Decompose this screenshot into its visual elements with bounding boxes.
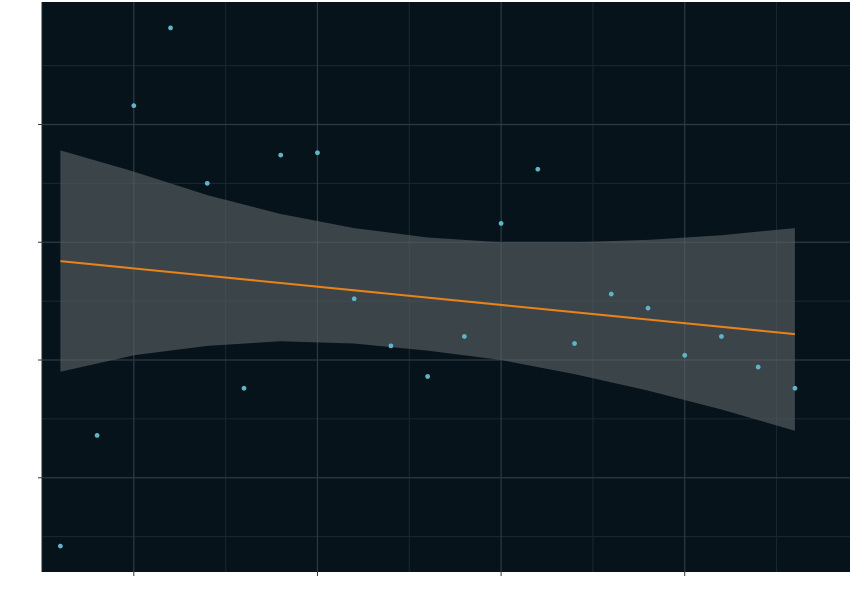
- data-point: [645, 305, 651, 311]
- data-point: [94, 432, 100, 438]
- data-point: [204, 180, 210, 186]
- data-point: [131, 103, 137, 109]
- axis-ticks: [38, 123, 686, 576]
- data-point: [168, 25, 173, 31]
- data-point: [719, 334, 724, 339]
- data-point: [315, 150, 320, 156]
- confidence-band: [60, 150, 795, 431]
- data-point: [57, 543, 63, 549]
- data-point: [388, 343, 394, 349]
- data-point: [498, 221, 504, 226]
- data-point: [241, 385, 247, 391]
- data-point: [572, 341, 577, 346]
- data-point: [682, 352, 688, 358]
- data-point: [351, 296, 357, 302]
- data-point: [461, 334, 467, 339]
- data-point: [792, 385, 798, 391]
- data-point: [755, 364, 761, 370]
- data-point: [278, 152, 284, 158]
- trend-line: [60, 260, 796, 336]
- data-point: [425, 374, 431, 379]
- data-points: [57, 25, 798, 549]
- data-point: [535, 166, 541, 172]
- data-point: [608, 291, 614, 297]
